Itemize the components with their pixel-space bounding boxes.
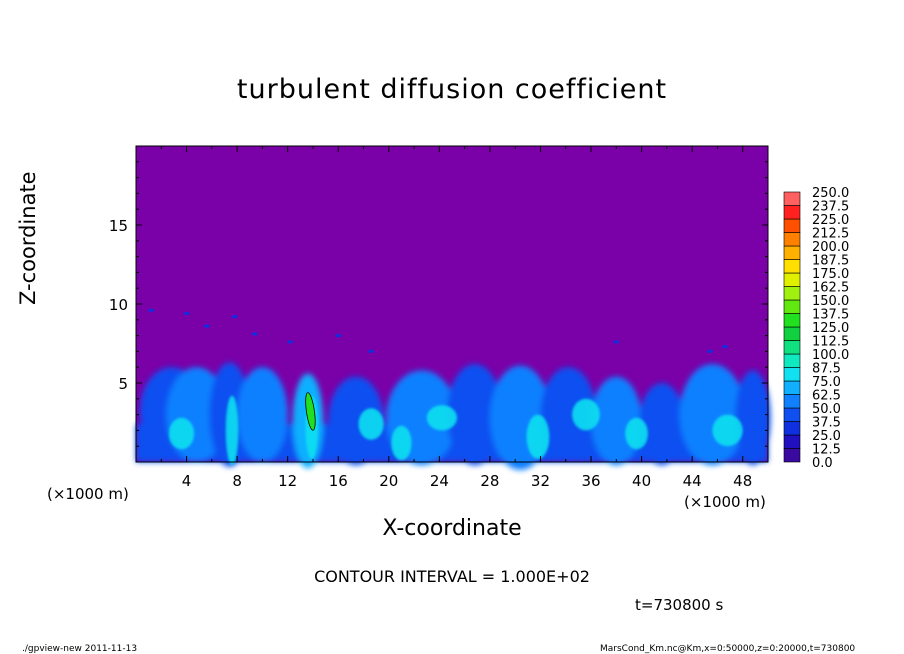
high-value-streak	[168, 417, 195, 450]
colorbar-label: 162.5	[812, 281, 849, 296]
colorbar-swatch	[783, 380, 801, 395]
high-value-streak	[358, 408, 384, 440]
eddy-region	[639, 383, 685, 466]
colorbar-swatch	[783, 245, 801, 260]
y-axis-ticks: 5 10 15	[109, 161, 768, 447]
colorbar-swatch	[783, 340, 801, 355]
colorbar-label: 25.0	[812, 429, 841, 444]
colorbar-label: 237.5	[812, 200, 849, 215]
colorbar-label: 150.0	[812, 294, 849, 309]
colorbar-label: 75.0	[812, 375, 841, 390]
colorbar-swatch	[783, 434, 801, 449]
eddy-region	[237, 367, 288, 462]
colorbar-label: 112.5	[812, 335, 849, 350]
colorbar-swatch	[783, 313, 801, 328]
high-value-streak	[225, 395, 239, 466]
colorbar-swatch	[783, 367, 801, 382]
colorbar-label: 175.0	[812, 267, 849, 282]
x-tick-label: 16	[329, 472, 348, 490]
x-tick-label: 4	[182, 472, 192, 490]
colorbar-swatch	[783, 259, 801, 274]
colorbar-swatch	[783, 421, 801, 436]
colorbar-label: 87.5	[812, 362, 841, 377]
x-tick-label: 40	[632, 472, 651, 490]
x-tick-label: 48	[733, 472, 752, 490]
colorbar-swatch	[783, 272, 801, 287]
high-value-streak	[391, 425, 412, 461]
colorbar-label: 50.0	[812, 402, 841, 417]
colorbar-swatch	[783, 326, 801, 341]
colorbar-swatch	[783, 205, 801, 220]
x-tick-label: 20	[379, 472, 398, 490]
time-label: t=730800 s	[635, 596, 724, 614]
colorbar-label: 125.0	[812, 321, 849, 336]
turbulent-patch	[183, 311, 190, 316]
colorbar-swatch	[783, 407, 801, 422]
colorbar-swatch	[783, 353, 801, 368]
y-tick-label: 5	[118, 375, 128, 393]
x-unit-label-right: (×1000 m)	[684, 493, 766, 511]
turbulent-patch	[613, 340, 620, 344]
eddy-region	[328, 376, 384, 466]
colorbar-swatch	[783, 218, 801, 233]
colorbar-label: 250.0	[812, 186, 849, 201]
colorbar-label: 62.5	[812, 389, 841, 404]
x-tick-label: 28	[480, 472, 499, 490]
contour-interval: CONTOUR INTERVAL = 1.000E+02	[314, 567, 590, 586]
colorbar-label: 137.5	[812, 308, 849, 323]
high-value-streak	[712, 414, 743, 447]
turbulent-patch	[287, 340, 294, 344]
high-value-streak	[625, 417, 648, 450]
colorbar-label: 37.5	[812, 416, 841, 431]
x-axis-ticks: 4 8 12 16 20 24 28 32 36 40 44 48	[160, 146, 752, 490]
x-unit-label-left: (×1000 m)	[47, 485, 129, 503]
turbulent-patch	[148, 308, 155, 312]
colorbar-label: 225.0	[812, 213, 849, 228]
x-tick-label: 36	[581, 472, 600, 490]
high-value-streak	[526, 414, 550, 459]
turbulent-patch	[251, 332, 258, 336]
turbulent-patch	[231, 315, 238, 319]
footer-right: MarsCond_Km.nc@Km,x=0:50000,z=0:20000,t=…	[600, 644, 856, 654]
x-tick-label: 44	[683, 472, 702, 490]
y-tick-label: 10	[109, 296, 128, 314]
turbulent-patch	[368, 349, 375, 353]
turbulence-field	[136, 146, 771, 470]
colorbar-label: 200.0	[812, 240, 849, 255]
colorbar-swatch	[783, 191, 801, 206]
high-value-streak	[572, 398, 600, 431]
eddy-region	[540, 367, 597, 462]
colorbar-label: 12.5	[812, 443, 841, 458]
colorbar-label: 100.0	[812, 348, 849, 363]
contour-100-region	[305, 392, 316, 431]
turbulent-patch	[706, 349, 713, 353]
x-axis-label: X-coordinate	[382, 516, 522, 541]
x-tick-label: 24	[430, 472, 449, 490]
colorbar-label: 187.5	[812, 254, 849, 269]
colorbar-swatch	[783, 232, 801, 247]
eddy-region	[446, 364, 503, 466]
colorbar-swatch	[783, 448, 801, 463]
x-tick-label: 32	[531, 472, 550, 490]
x-tick-label: 8	[232, 472, 242, 490]
colorbar-label: 0.0	[812, 456, 833, 471]
y-tick-label: 15	[109, 217, 128, 235]
turbulent-patch	[335, 334, 342, 338]
colorbar-swatch	[783, 299, 801, 314]
eddy-region	[735, 370, 771, 466]
high-value-streak	[426, 405, 458, 431]
chart-title: turbulent diffusion coefficient	[236, 74, 668, 105]
colorbar-swatch	[783, 286, 801, 301]
colorbar-swatch	[783, 394, 801, 409]
colorbar-label: 212.5	[812, 227, 849, 242]
turbulent-patch	[203, 324, 210, 328]
colorbar: 0.012.525.037.550.062.575.087.5100.0112.…	[783, 186, 849, 471]
y-axis-label: Z-coordinate	[16, 171, 40, 305]
turbulent-patch	[722, 345, 729, 349]
footer-left: ./gpview-new 2011-11-13	[22, 644, 138, 654]
x-tick-label: 12	[278, 472, 297, 490]
